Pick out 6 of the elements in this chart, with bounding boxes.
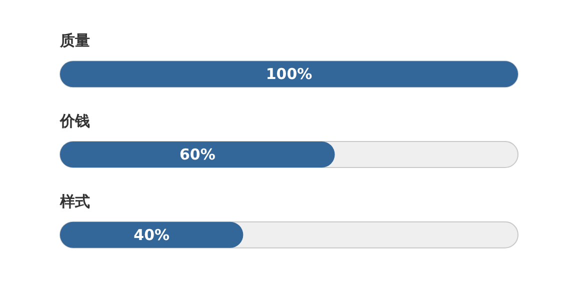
data-label: 40% <box>134 226 170 244</box>
y-tick-label: 质量 <box>59 32 90 50</box>
data-label: 60% <box>179 146 216 164</box>
y-tick-label: 样式 <box>59 192 90 210</box>
y-tick-label: 价钱 <box>59 112 90 130</box>
data-label: 100% <box>266 65 312 84</box>
